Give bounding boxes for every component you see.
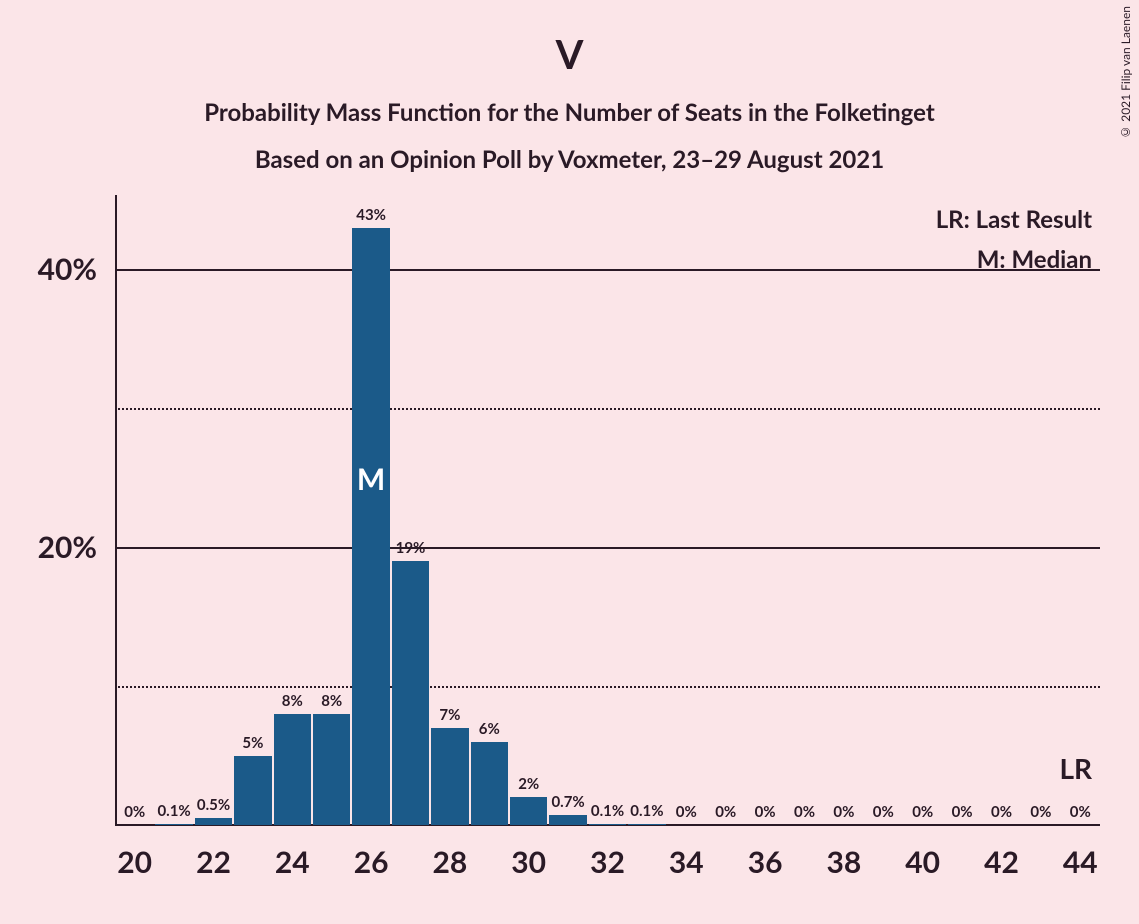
bar-value-label: 6%: [479, 720, 500, 738]
bar-value-label: 8%: [282, 692, 303, 710]
median-marker: M: [357, 461, 385, 497]
bar: [313, 714, 350, 825]
y-tick-label: 20%: [38, 529, 97, 565]
bar-value-label: 0%: [1070, 803, 1091, 821]
bar: [549, 815, 586, 825]
chart-subtitle-1: Probability Mass Function for the Number…: [0, 98, 1139, 127]
bar: [155, 824, 192, 825]
bar-value-label: 0%: [991, 803, 1012, 821]
gridline-dotted: [115, 686, 1100, 688]
bar: [471, 742, 508, 825]
bar-value-label: 7%: [439, 706, 460, 724]
bar-value-label: 2%: [518, 775, 539, 793]
y-tick-label: 40%: [38, 251, 97, 287]
bar-value-label: 0%: [715, 803, 736, 821]
bar-value-label: 8%: [321, 692, 342, 710]
bar-value-label: 0%: [124, 803, 145, 821]
legend-lr: LR: Last Result: [936, 205, 1092, 234]
chart-subtitle-2: Based on an Opinion Poll by Voxmeter, 23…: [0, 145, 1139, 174]
bar-value-label: 0%: [794, 803, 815, 821]
x-tick-label: 38: [826, 844, 861, 880]
bar: [510, 797, 547, 825]
bar-value-label: 43%: [356, 206, 386, 224]
bar-value-label: 0.1%: [630, 802, 663, 820]
bar-value-label: 0%: [1030, 803, 1051, 821]
bar: [431, 728, 468, 825]
chart-container: © 2021 Filip van Laenen V Probability Ma…: [0, 0, 1139, 924]
bar-value-label: 0.7%: [551, 793, 584, 811]
bar-value-label: 0%: [952, 803, 973, 821]
x-tick-label: 34: [669, 844, 704, 880]
gridline-dotted: [115, 408, 1100, 410]
x-tick-label: 40: [905, 844, 940, 880]
x-tick-label: 22: [196, 844, 231, 880]
bar: [234, 756, 271, 825]
plot-area: 20%40%202224262830323436384042440%0.1%0.…: [115, 200, 1100, 825]
x-tick-label: 42: [984, 844, 1019, 880]
x-tick-label: 24: [275, 844, 310, 880]
bar-value-label: 0.1%: [591, 802, 624, 820]
x-tick-label: 30: [511, 844, 546, 880]
x-tick-label: 44: [1063, 844, 1098, 880]
bar: [352, 228, 389, 825]
gridline-solid: [115, 269, 1100, 271]
x-tick-label: 32: [590, 844, 625, 880]
bar-value-label: 5%: [242, 734, 263, 752]
bar-value-label: 0.1%: [157, 802, 190, 820]
bar-value-label: 19%: [396, 539, 426, 557]
bar: [274, 714, 311, 825]
legend-median: M: Median: [977, 245, 1092, 274]
bar-value-label: 0%: [676, 803, 697, 821]
bar: [628, 824, 665, 825]
x-tick-label: 28: [432, 844, 467, 880]
bar: [195, 818, 232, 825]
bar-value-label: 0.5%: [197, 796, 230, 814]
lr-marker: LR: [1059, 751, 1092, 785]
bar: [392, 561, 429, 825]
bar-value-label: 0%: [833, 803, 854, 821]
bar-value-label: 0%: [912, 803, 933, 821]
gridline-solid: [115, 547, 1100, 549]
bar-value-label: 0%: [755, 803, 776, 821]
x-tick-label: 26: [354, 844, 389, 880]
y-axis: [115, 195, 117, 825]
chart-title-main: V: [0, 30, 1139, 78]
bar: [589, 824, 626, 825]
x-tick-label: 36: [748, 844, 783, 880]
x-tick-label: 20: [117, 844, 152, 880]
bar-value-label: 0%: [873, 803, 894, 821]
